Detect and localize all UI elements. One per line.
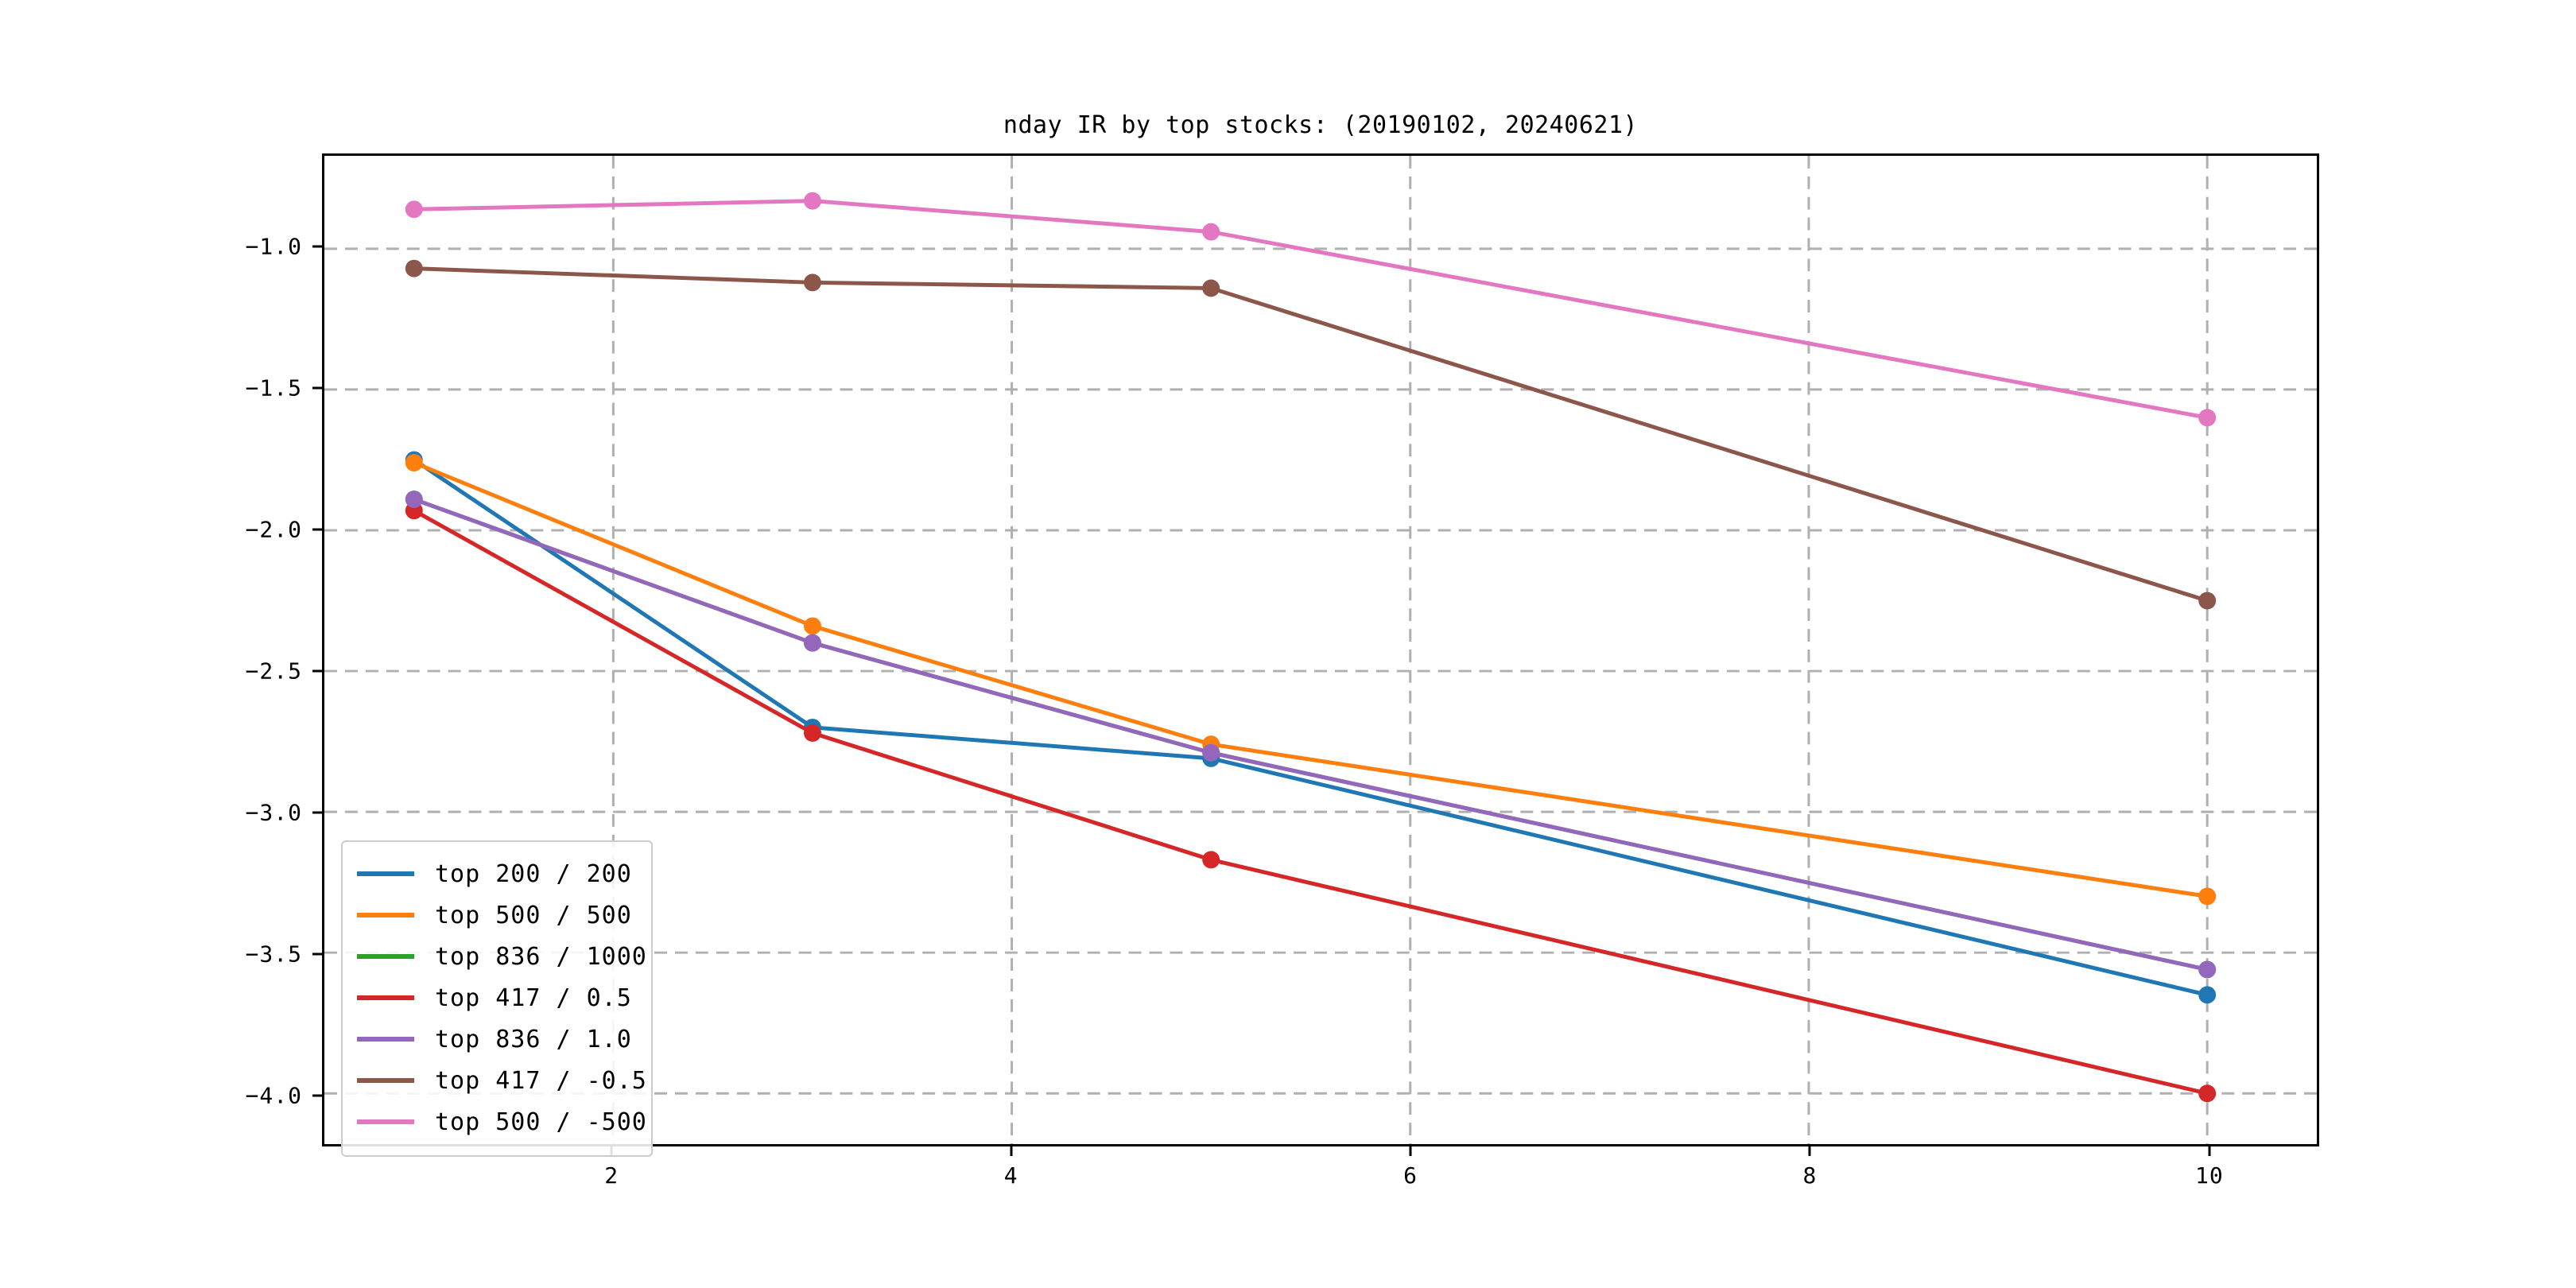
y-tick-label: −1.5 bbox=[245, 374, 302, 402]
data-point-marker[interactable] bbox=[2198, 887, 2217, 906]
data-point-marker[interactable] bbox=[405, 200, 423, 219]
y-tick-mark bbox=[312, 952, 323, 956]
legend-item[interactable]: top 500 / 500 bbox=[357, 894, 637, 936]
data-point-marker[interactable] bbox=[405, 259, 423, 277]
legend-color-swatch bbox=[357, 871, 414, 876]
legend-color-swatch bbox=[357, 1037, 414, 1042]
series-1[interactable] bbox=[405, 451, 2217, 1004]
y-tick-mark bbox=[312, 1094, 323, 1097]
data-point-marker[interactable] bbox=[803, 274, 821, 292]
x-tick-mark bbox=[1010, 1146, 1013, 1156]
x-axis-tick-labels: 2 4 6 8 10 bbox=[0, 1162, 2576, 1202]
data-point-marker[interactable] bbox=[2198, 409, 2217, 427]
y-tick-label: −4.0 bbox=[245, 1082, 302, 1109]
chart-legend[interactable]: top 200 / 200 top 500 / 500 top 836 / 1000… bbox=[341, 840, 653, 1157]
y-tick-mark bbox=[312, 245, 323, 248]
legend-item-label: top 836 / 1000 bbox=[435, 942, 647, 971]
x-tick-label: 10 bbox=[2194, 1162, 2224, 1189]
y-tick-label: −3.5 bbox=[245, 941, 302, 968]
data-point-marker[interactable] bbox=[803, 617, 821, 635]
y-axis-tick-labels: −1.0 −1.5 −2.0 −2.5 −3.0 −3.5 −4.0 bbox=[199, 153, 302, 1146]
data-point-marker[interactable] bbox=[1202, 743, 1220, 762]
plot-canvas bbox=[324, 156, 2317, 1144]
gridlines bbox=[324, 156, 2317, 1144]
x-tick-mark bbox=[1808, 1146, 1811, 1156]
y-tick-mark bbox=[312, 811, 323, 814]
data-point-marker[interactable] bbox=[2198, 592, 2217, 610]
data-point-marker[interactable] bbox=[405, 491, 423, 508]
data-point-marker[interactable] bbox=[2198, 986, 2217, 1004]
y-axis-tick-marks bbox=[302, 153, 323, 1146]
plot-area bbox=[322, 153, 2319, 1146]
legend-item[interactable]: top 200 / 200 bbox=[357, 853, 637, 894]
x-tick-label: 6 bbox=[1403, 1162, 1418, 1189]
y-tick-label: −1.0 bbox=[245, 233, 302, 260]
legend-item-label: top 836 / 1.0 bbox=[435, 1025, 632, 1053]
y-tick-mark bbox=[312, 528, 323, 531]
x-tick-mark bbox=[1409, 1146, 1412, 1156]
legend-item-label: top 417 / 0.5 bbox=[435, 983, 632, 1012]
legend-item[interactable]: top 417 / -0.5 bbox=[357, 1060, 646, 1101]
legend-color-swatch bbox=[357, 1119, 414, 1124]
data-point-marker[interactable] bbox=[803, 634, 821, 652]
legend-item-label: top 500 / -500 bbox=[435, 1108, 647, 1136]
series-7[interactable] bbox=[405, 192, 2217, 427]
y-tick-label: −3.0 bbox=[245, 799, 302, 826]
legend-color-swatch bbox=[357, 1078, 414, 1083]
legend-item-label: top 417 / -0.5 bbox=[435, 1066, 647, 1095]
y-tick-label: −2.5 bbox=[245, 658, 302, 685]
data-point-marker[interactable] bbox=[2198, 1084, 2217, 1103]
series-line bbox=[412, 497, 2209, 972]
data-point-marker[interactable] bbox=[803, 192, 821, 210]
legend-item-label: top 500 / 500 bbox=[435, 901, 632, 929]
series-line bbox=[412, 266, 2209, 603]
series-6[interactable] bbox=[405, 259, 2217, 610]
legend-item[interactable]: top 500 / -500 bbox=[357, 1101, 646, 1143]
x-tick-label: 4 bbox=[1003, 1162, 1018, 1189]
y-tick-mark bbox=[312, 386, 323, 390]
series-line bbox=[412, 457, 2209, 997]
legend-color-swatch bbox=[357, 954, 414, 959]
y-tick-label: −2.0 bbox=[245, 516, 302, 543]
series-line bbox=[412, 508, 2209, 1096]
series-line bbox=[412, 199, 2209, 420]
legend-item-label: top 200 / 200 bbox=[435, 859, 632, 888]
data-point-marker[interactable] bbox=[1202, 851, 1220, 869]
data-point-marker[interactable] bbox=[803, 724, 821, 742]
data-point-marker[interactable] bbox=[2198, 960, 2217, 979]
series-4[interactable] bbox=[405, 502, 2217, 1103]
legend-item[interactable]: top 417 / 0.5 bbox=[357, 977, 637, 1018]
x-tick-mark bbox=[2208, 1146, 2211, 1156]
data-point-marker[interactable] bbox=[1202, 279, 1220, 297]
legend-color-swatch bbox=[357, 995, 414, 1000]
legend-item[interactable]: top 836 / 1.0 bbox=[357, 1018, 637, 1060]
x-tick-label: 2 bbox=[604, 1162, 619, 1189]
y-tick-mark bbox=[312, 669, 323, 673]
series-3[interactable] bbox=[405, 491, 2217, 979]
data-point-marker[interactable] bbox=[1202, 223, 1220, 241]
series-5[interactable] bbox=[405, 491, 2217, 979]
x-tick-label: 8 bbox=[1802, 1162, 1818, 1189]
series-2[interactable] bbox=[405, 454, 2217, 906]
data-point-marker[interactable] bbox=[405, 454, 423, 471]
legend-item[interactable]: top 836 / 1000 bbox=[357, 936, 646, 977]
page-title: nday IR by top stocks: (20190102, 202406… bbox=[1003, 111, 1639, 139]
series-line bbox=[412, 497, 2209, 972]
series-line bbox=[412, 460, 2209, 898]
legend-color-swatch bbox=[357, 913, 414, 918]
